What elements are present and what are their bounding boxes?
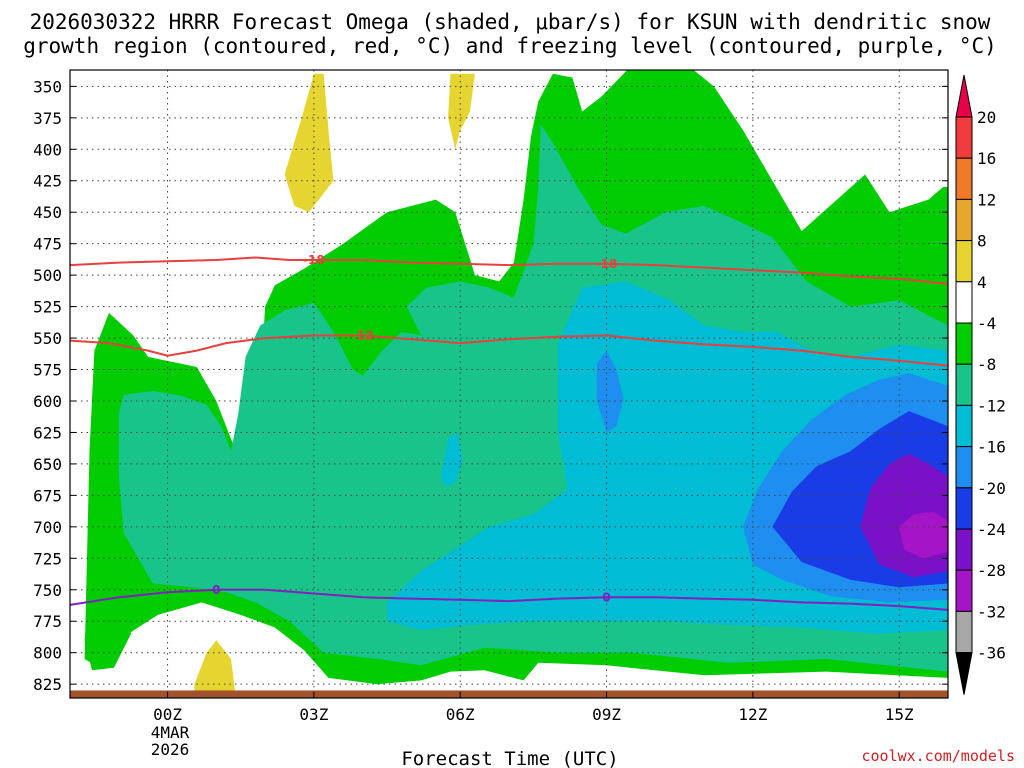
contour-dgz-minus12	[70, 334, 948, 367]
colorbar-swatch-8	[955, 404, 973, 448]
colorbar-swatch-13	[955, 610, 973, 654]
omega-region-positive-4to8-1	[284, 73, 334, 213]
x-tick-label-09z: 09Z	[592, 705, 621, 724]
omega-region-below-minus28-1	[899, 511, 948, 559]
colorbar-label-m32: -32	[977, 602, 1006, 621]
chart-title-line1: 2026030322 HRRR Forecast Omega (shaded, …	[30, 10, 991, 34]
omega-shaded-field	[84, 70, 948, 697]
colorbar-label-m8: -8	[977, 355, 996, 374]
colorbar-swatch-6	[955, 322, 973, 365]
y-tick-label-750: 750	[33, 581, 62, 600]
colorbar-swatch-12	[955, 569, 973, 612]
y-tick-label-550: 550	[33, 329, 62, 348]
plot-gridlines	[70, 70, 948, 698]
colorbar-label-m36: -36	[977, 644, 1006, 663]
colorbar-top-arrow	[955, 74, 973, 118]
colorbar-label-m12: -12	[977, 396, 1006, 415]
colorbar-swatch-3	[955, 198, 973, 242]
colorbar-label-16: 16	[977, 149, 996, 168]
colorbar-label-20: 20	[977, 108, 996, 127]
contour-label-dgz-minus12-1: -12	[352, 329, 374, 343]
y-tick-label-725: 725	[33, 549, 62, 568]
contour-label-dgz-minus18-1: -18	[303, 253, 325, 267]
y-tick-label-425: 425	[33, 172, 62, 191]
y-tick-label-700: 700	[33, 518, 62, 537]
contour-label-freezing-level-0-1: 0	[212, 583, 220, 597]
contour-label-dgz-minus18-2: -18	[596, 257, 618, 271]
y-tick-label-625: 625	[33, 423, 62, 442]
x-tick-label-06z: 06Z	[446, 705, 475, 724]
y-tick-label-525: 525	[33, 298, 62, 317]
credit-text: coolwx.com/models	[861, 747, 1015, 765]
contour-dgz-minus18	[70, 256, 948, 285]
omega-region-below-minus4-2	[84, 587, 131, 671]
colorbar-swatch-5	[955, 281, 973, 324]
colorbar-label-m24: -24	[977, 520, 1006, 539]
colorbar-label-12: 12	[977, 190, 996, 209]
time-axis: 00Z 03Z 06Z 09Z 12Z 15Z	[153, 692, 914, 724]
colorbar-label-4: 4	[977, 273, 987, 292]
y-tick-label-775: 775	[33, 612, 62, 631]
colorbar-swatch-11	[955, 528, 973, 571]
y-tick-label-475: 475	[33, 235, 62, 254]
y-tick-label-675: 675	[33, 486, 62, 505]
y-tick-label-450: 450	[33, 203, 62, 222]
x-tick-label-00z: 00Z	[153, 705, 182, 724]
x-axis-label: Forecast Time (UTC)	[401, 748, 618, 768]
colorbar-label-m16: -16	[977, 438, 1006, 457]
contour-label-freezing-level-0-2: 0	[602, 590, 610, 604]
colorbar-label-m28: -28	[977, 561, 1006, 580]
y-tick-label-350: 350	[33, 77, 62, 96]
ground-terrain	[70, 690, 948, 698]
x-tick-label-12z: 12Z	[738, 705, 767, 724]
y-tick-label-800: 800	[33, 644, 62, 663]
x-tick-label-03z: 03Z	[299, 705, 328, 724]
plot-frame	[69, 69, 949, 699]
omega-region-positive-4to8-3	[194, 640, 236, 697]
colorbar-swatch-1	[955, 116, 973, 159]
y-tick-label-375: 375	[33, 109, 62, 128]
y-tick-label-400: 400	[33, 140, 62, 159]
x-date-line1: 4MAR	[151, 723, 190, 742]
colorbar-swatch-2	[955, 157, 973, 200]
x-date-line2: 2026	[151, 740, 190, 759]
omega-region-positive-4to8-2	[448, 73, 475, 150]
ground-strip	[70, 690, 948, 698]
omega-region-below-minus16-1	[596, 350, 624, 433]
y-tick-label-500: 500	[33, 266, 62, 285]
omega-region-below-minus12-2	[440, 432, 463, 487]
colorbar-swatch-4	[955, 240, 973, 283]
colorbar-label-m20: -20	[977, 479, 1006, 498]
pressure-axis: 350 375 400 425 450 475 500 525 550 575 600 625 650 6…	[33, 77, 948, 694]
chart-title-line2: growth region (contoured, red, °C) and f…	[23, 34, 997, 58]
colorbar-bottom-arrow	[955, 652, 973, 695]
temperature-contours: -18 -18 -12 0 0	[70, 253, 948, 611]
colorbar-swatch-10	[955, 487, 973, 530]
y-tick-label-825: 825	[33, 675, 62, 694]
x-tick-label-15z: 15Z	[885, 705, 914, 724]
colorbar-label-8: 8	[977, 232, 987, 251]
colorbar-swatch-7	[955, 363, 973, 406]
colorbar-swatch-9	[955, 446, 973, 489]
colorbar-legend: 20 16 12 8 4 -4 -8 -12 -16 -20 -24 -28 -32 -36	[955, 74, 1006, 695]
y-tick-label-650: 650	[33, 455, 62, 474]
y-tick-label-600: 600	[33, 392, 62, 411]
y-tick-label-575: 575	[33, 361, 62, 380]
contour-freezing-level-0	[70, 588, 948, 611]
colorbar-label-m4: -4	[977, 314, 996, 333]
